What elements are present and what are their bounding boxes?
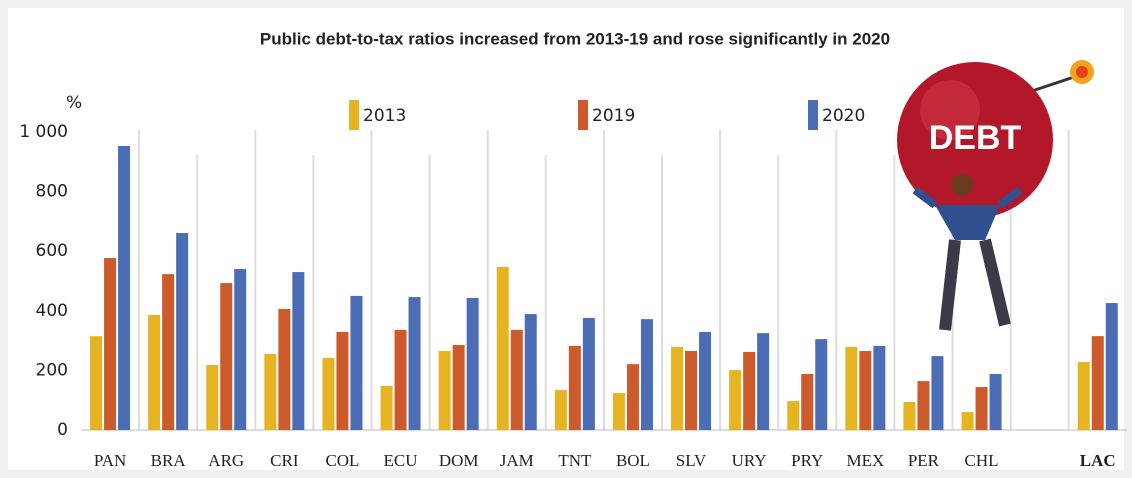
bar — [917, 381, 929, 430]
bar — [583, 318, 595, 430]
x-tick-label: CHL — [965, 451, 999, 470]
bar — [787, 401, 799, 430]
bar — [555, 390, 567, 430]
bar — [234, 269, 246, 430]
bar — [467, 298, 479, 430]
bar — [729, 370, 741, 430]
bar — [104, 258, 116, 430]
x-tick-label: CRI — [270, 451, 299, 470]
bar — [859, 351, 871, 430]
x-tick-label: PER — [908, 451, 940, 470]
bar — [962, 412, 974, 430]
bar — [176, 233, 188, 430]
bar — [685, 351, 697, 430]
bar — [976, 387, 988, 430]
x-tick-label: BRA — [151, 451, 187, 470]
bar — [497, 267, 509, 430]
bar — [873, 346, 885, 430]
x-tick-label: PRY — [791, 451, 823, 470]
bar — [350, 296, 362, 430]
bar — [1078, 362, 1090, 430]
bar — [439, 351, 451, 430]
bar — [381, 386, 393, 430]
x-tick-label: BOL — [616, 451, 650, 470]
head — [951, 174, 973, 196]
bar — [278, 309, 290, 430]
bar — [1106, 303, 1118, 430]
x-tick-label: PAN — [94, 451, 126, 470]
y-tick-label: 0 — [57, 420, 68, 440]
bar — [525, 314, 537, 430]
bar — [118, 146, 130, 430]
bar — [206, 365, 218, 430]
bar — [743, 352, 755, 430]
x-tick-label: COL — [325, 451, 359, 470]
bar — [395, 330, 407, 430]
bar — [845, 347, 857, 430]
chart: Public debt-to-tax ratios increased from… — [0, 0, 1132, 478]
bar — [511, 330, 523, 430]
x-tick-label: JAM — [500, 451, 534, 470]
bar — [815, 339, 827, 430]
legend-label: 2020 — [822, 106, 865, 126]
x-tick-label: TNT — [558, 451, 592, 470]
bar — [336, 332, 348, 430]
x-tick-label: ECU — [384, 451, 418, 470]
legend-label: 2019 — [592, 106, 635, 126]
bar — [264, 354, 276, 430]
bar — [903, 402, 915, 430]
bar — [627, 364, 639, 430]
x-tick-label: DOM — [439, 451, 479, 470]
bar — [699, 332, 711, 430]
spark-core — [1076, 66, 1088, 78]
bar — [90, 336, 102, 430]
y-tick-label: 800 — [36, 182, 68, 202]
x-tick-label: SLV — [676, 451, 707, 470]
bar — [641, 319, 653, 430]
x-tick-label: ARG — [208, 451, 244, 470]
x-tick-label: URY — [732, 451, 767, 470]
bar — [613, 393, 625, 430]
bomb-text: DEBT — [929, 119, 1022, 157]
bar — [931, 356, 943, 430]
bar — [220, 283, 232, 430]
legend-swatch — [349, 100, 359, 130]
y-tick-label: 1 000 — [19, 122, 68, 142]
y-axis-label: % — [66, 93, 82, 113]
legend-swatch — [808, 100, 818, 130]
legend-label: 2013 — [363, 106, 406, 126]
bar — [409, 297, 421, 430]
bar — [569, 346, 581, 430]
bar — [453, 345, 465, 430]
bar — [162, 274, 174, 430]
x-tick-label: LAC — [1080, 451, 1116, 470]
bar — [292, 272, 304, 430]
y-tick-label: 400 — [36, 301, 68, 321]
bar — [148, 315, 160, 430]
bar — [757, 333, 769, 430]
bar — [990, 374, 1002, 430]
x-tick-label: MEX — [846, 451, 884, 470]
bar — [801, 374, 813, 430]
y-tick-label: 200 — [36, 360, 68, 380]
bar — [322, 358, 334, 430]
legend-swatch — [578, 100, 588, 130]
bar — [1092, 336, 1104, 430]
chart-title: Public debt-to-tax ratios increased from… — [260, 29, 890, 48]
y-tick-label: 600 — [36, 241, 68, 261]
bar — [671, 347, 683, 430]
